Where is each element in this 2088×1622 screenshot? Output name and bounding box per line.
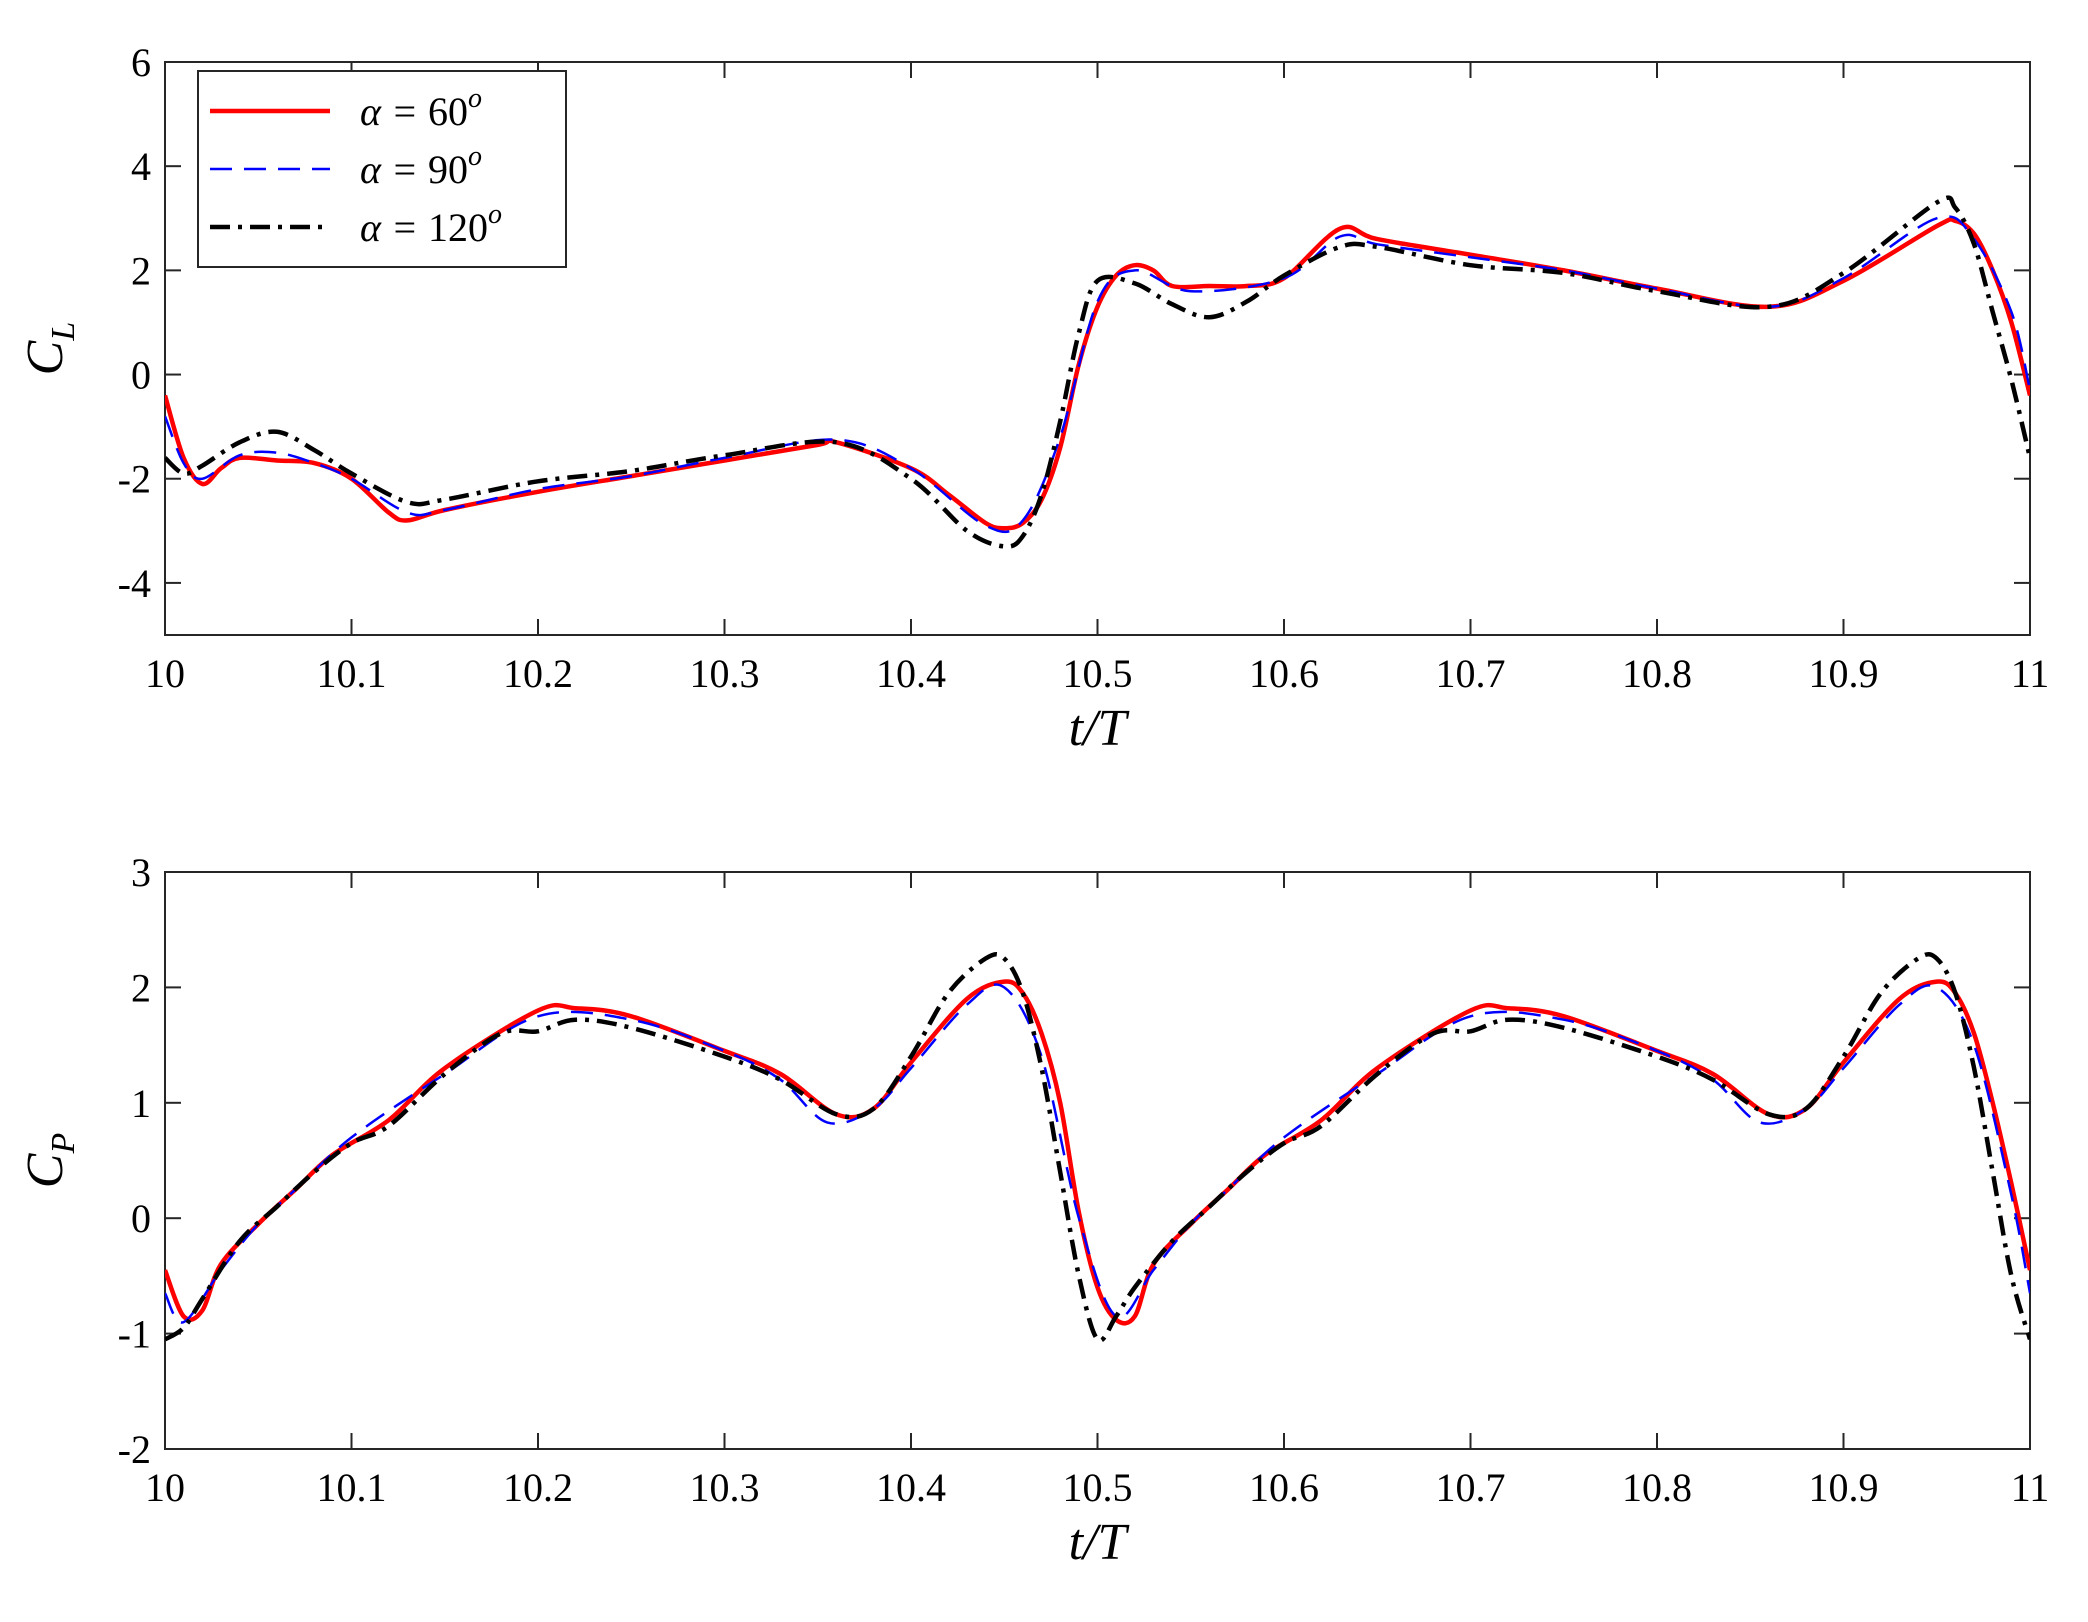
x-axis-label: t/T [1069,700,1130,757]
x-tick-label: 10.5 [1063,1465,1133,1510]
legend-value: 60 [428,89,468,134]
x-tick-label: 11 [2011,1465,2050,1510]
y-tick-label: -4 [118,561,151,606]
x-tick-label: 10.8 [1622,1465,1692,1510]
plot-frame [164,871,2031,1450]
y-tick-label: -2 [118,457,151,502]
series-line-1 [165,983,2030,1324]
y-tick-label: 2 [131,248,151,293]
x-tick-label: 10.3 [690,651,760,696]
x-tick-label: 10.4 [876,651,946,696]
legend-symbol: α = [360,205,428,250]
y-tick-label: 1 [131,1081,151,1126]
legend-superscript: o [468,83,482,114]
y-tick-label: 0 [131,353,151,398]
legend-label-1: α = 90o [360,141,482,192]
y-tick-label: -2 [118,1427,151,1472]
legend-label-0: α = 60o [360,83,482,134]
lift-coefficient-plot: 10 10.1 10.2 10.3 10.4 10.5 10.6 10.7 10.8 10.9 11… [17,40,2049,757]
x-tick-label: 10 [145,1465,185,1510]
x-axis-label: t/T [1069,1514,1130,1571]
y-axis-label: CL [17,322,82,376]
y-tick-label: -1 [118,1312,151,1357]
legend-symbol: α = [360,89,428,134]
series-line-2 [165,195,2030,549]
x-tick-label: 10.9 [1809,651,1879,696]
legend-label-2: α = 120o [360,199,502,250]
series-group [165,195,2030,549]
power-coefficient-plot: 10 10.1 10.2 10.3 10.4 10.5 10.6 10.7 10.8 10.9 11… [17,850,2049,1571]
series-line-0 [165,979,2030,1326]
x-tick-label: 10.2 [503,1465,573,1510]
legend-superscript: o [468,141,482,172]
y-tick-label: 4 [131,144,151,189]
x-tick-label: 11 [2011,651,2050,696]
y-tick-label: 2 [131,965,151,1010]
y-axis-label-main: C [17,1152,74,1188]
x-tick-label: 10.4 [876,1465,946,1510]
x-tick-label: 10.6 [1249,1465,1319,1510]
x-tick-label: 10.6 [1249,651,1319,696]
x-tick-label: 10.9 [1809,1465,1879,1510]
y-tick-label: 3 [131,850,151,895]
x-tick-label: 10.7 [1436,651,1506,696]
y-tick-label: 6 [131,40,151,85]
series-group [165,951,2030,1343]
x-tick-label: 10.8 [1622,651,1692,696]
x-tick-label: 10.5 [1063,651,1133,696]
x-tick-label: 10.3 [690,1465,760,1510]
x-tick-label: 10.2 [503,651,573,696]
x-tick-label: 10.1 [317,1465,387,1510]
legend-value: 120 [428,205,488,250]
x-tick-label: 10 [145,651,185,696]
legend-symbol: α = [360,147,428,192]
legend-superscript: o [488,199,502,230]
y-axis-label: CP [17,1133,82,1188]
y-axis-label-sub: P [45,1133,82,1155]
y-axis-label-main: C [17,339,74,375]
y-axis-label-sub: L [45,322,82,342]
x-tick-label: 10.7 [1436,1465,1506,1510]
y-tick-label: 0 [131,1196,151,1241]
x-tick-label: 10.1 [317,651,387,696]
series-line-0 [165,217,2030,531]
legend-value: 90 [428,147,468,192]
